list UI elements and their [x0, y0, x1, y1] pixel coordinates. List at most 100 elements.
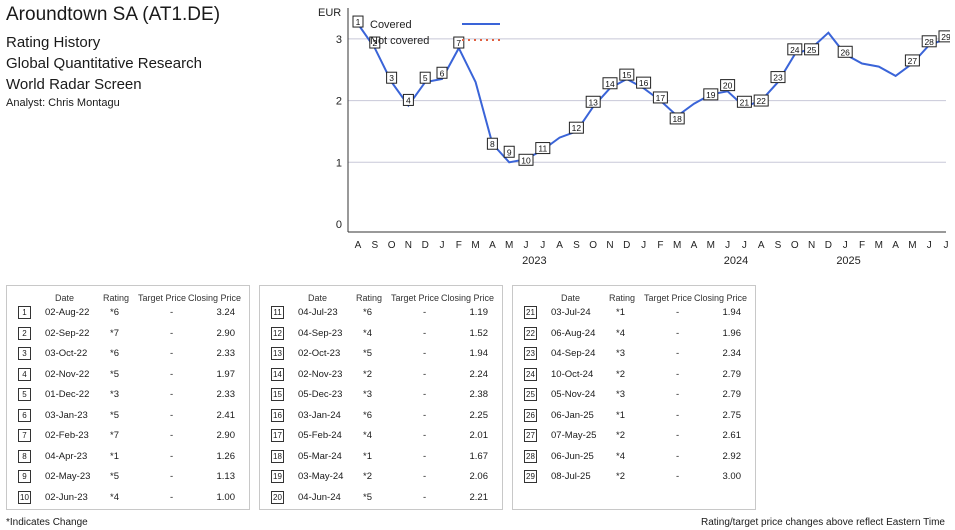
- cell-tp: -: [423, 368, 427, 380]
- cell-close: 2.41: [216, 409, 236, 421]
- table-row: 7 02-Feb-23 *7 - 2.90: [7, 428, 249, 444]
- rating-marker-label: 18: [672, 114, 682, 124]
- rating-marker-label: 7: [456, 38, 461, 48]
- table-row: 27 07-May-25 *2 - 2.61: [513, 428, 755, 444]
- x-tick-label: A: [691, 240, 698, 251]
- page-title: Aroundtown SA (AT1.DE): [6, 4, 221, 25]
- x-year-label: 2025: [836, 255, 860, 267]
- cell-date: 04-Apr-23: [45, 450, 88, 462]
- cell-tp: -: [170, 450, 174, 462]
- rating-marker-box: [369, 36, 381, 49]
- x-tick-label: J: [843, 240, 848, 251]
- cell-date: 07-May-25: [551, 430, 597, 441]
- rating-marker-box: [904, 54, 920, 67]
- x-tick-label: A: [892, 240, 899, 251]
- cell-rating: *1: [616, 409, 625, 421]
- cell-tp: -: [170, 409, 174, 421]
- cell-rating: *3: [616, 389, 625, 400]
- cell-date: 05-Dec-23: [298, 389, 343, 400]
- rating-marker-box: [518, 153, 534, 166]
- rating-marker-label: 8: [490, 139, 495, 149]
- rating-marker-box: [753, 94, 769, 107]
- cell-date: 03-Oct-22: [45, 348, 88, 359]
- cell-rating: *5: [110, 368, 119, 380]
- table-row: 19 03-May-24 *2 - 2.06: [260, 469, 502, 485]
- cell-close: 2.75: [722, 409, 742, 421]
- x-tick-label: O: [791, 240, 799, 251]
- row-marker-number: 19: [271, 470, 284, 483]
- cell-date: 02-Nov-22: [45, 368, 90, 380]
- cell-rating: *4: [110, 491, 119, 503]
- rating-marker-label: 3: [389, 73, 394, 83]
- row-marker-number: 13: [271, 347, 284, 360]
- x-tick-label: N: [405, 240, 412, 251]
- rating-marker-box: [585, 95, 601, 108]
- table-row: 20 04-Jun-24 *5 - 2.21: [260, 490, 502, 506]
- cell-rating: *2: [616, 430, 625, 441]
- rating-marker-box: [503, 145, 515, 158]
- row-marker-number: 5: [18, 388, 31, 401]
- cell-date: 02-Jun-23: [45, 491, 88, 503]
- row-marker-number: 7: [18, 429, 31, 442]
- table-row: 6 03-Jan-23 *5 - 2.41: [7, 408, 249, 424]
- table-row: 2 02-Sep-22 *7 - 2.90: [7, 326, 249, 342]
- row-marker-number: 11: [271, 306, 284, 319]
- x-tick-label: M: [471, 240, 479, 251]
- table-row: 28 06-Jun-25 *4 - 2.92: [513, 449, 755, 465]
- rating-marker-label: 16: [639, 78, 649, 88]
- cell-rating: *6: [363, 307, 372, 318]
- cell-rating: *1: [110, 450, 119, 462]
- cell-tp: -: [676, 389, 680, 400]
- rating-marker-label: 29: [941, 32, 950, 42]
- x-tick-label: F: [657, 240, 663, 251]
- cell-date: 03-Jul-24: [551, 307, 591, 318]
- table-row: 23 04-Sep-24 *3 - 2.34: [513, 346, 755, 362]
- x-tick-label: J: [540, 240, 545, 251]
- cell-close: 2.33: [216, 348, 236, 359]
- rating-marker-box: [535, 142, 551, 155]
- rating-marker-label: 12: [572, 123, 582, 133]
- rating-marker-box: [921, 35, 937, 48]
- cell-tp: -: [676, 327, 680, 339]
- cell-rating: *4: [616, 450, 625, 462]
- rating-marker-box: [938, 30, 950, 43]
- rating-marker-box: [419, 71, 431, 84]
- x-tick-label: O: [388, 240, 396, 251]
- rating-marker-box: [787, 43, 803, 56]
- cell-tp: -: [170, 471, 174, 482]
- x-tick-label: F: [456, 240, 462, 251]
- cell-rating: *1: [363, 450, 372, 462]
- x-tick-label: M: [673, 240, 681, 251]
- cell-rating: *6: [363, 409, 372, 421]
- rating-marker-box: [386, 71, 398, 84]
- cell-date: 06-Jun-25: [551, 450, 594, 462]
- row-marker-number: 9: [18, 470, 31, 483]
- rating-table-1: Date Rating Target Price Closing Price 1 02-A…: [6, 285, 250, 510]
- cell-tp: -: [676, 307, 680, 318]
- x-tick-label: S: [371, 240, 378, 251]
- x-tick-label: J: [641, 240, 646, 251]
- rating-marker-box: [770, 71, 786, 84]
- row-marker-number: 4: [18, 367, 31, 381]
- table-row: 10 02-Jun-23 *4 - 1.00: [7, 490, 249, 506]
- row-marker-number: 14: [271, 367, 284, 381]
- y-tick-label: 0: [336, 219, 342, 231]
- rating-marker-box: [402, 93, 414, 106]
- x-tick-label: M: [875, 240, 883, 251]
- cell-date: 06-Jan-25: [551, 409, 594, 421]
- cell-tp: -: [423, 409, 427, 421]
- cell-tp: -: [170, 389, 174, 400]
- cell-close: 2.34: [722, 348, 742, 359]
- cell-rating: *2: [363, 368, 372, 380]
- cell-tp: -: [423, 430, 427, 441]
- rating-marker-box: [453, 36, 465, 49]
- x-tick-label: A: [758, 240, 765, 251]
- table-row: 3 03-Oct-22 *6 - 2.33: [7, 346, 249, 362]
- x-tick-label: A: [489, 240, 496, 251]
- x-tick-label: J: [742, 240, 747, 251]
- table-row: 17 05-Feb-24 *4 - 2.01: [260, 428, 502, 444]
- cell-close: 1.94: [722, 307, 742, 318]
- cell-close: 1.19: [469, 307, 489, 318]
- cell-close: 2.21: [469, 491, 489, 503]
- x-tick-label: O: [589, 240, 597, 251]
